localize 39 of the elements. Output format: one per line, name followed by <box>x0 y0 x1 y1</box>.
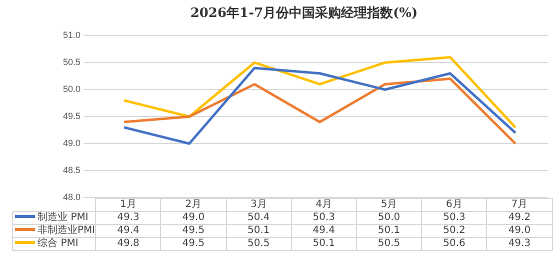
data-label: 50.5 <box>356 237 422 250</box>
data-label: 49.5 <box>160 224 226 238</box>
y-tick-label: 50.0 <box>62 84 81 94</box>
data-label: 50.3 <box>422 211 487 224</box>
chart-title: 2026年1-7月份中国采购经理指数(%) <box>190 5 418 22</box>
data-label: 49.0 <box>160 211 226 224</box>
y-tick-label: 49.0 <box>62 138 81 148</box>
legend-label: 非制造业PMI <box>38 224 96 236</box>
data-label: 50.1 <box>226 224 292 238</box>
y-tick-label: 50.5 <box>62 57 81 68</box>
data-label: 50.2 <box>422 224 487 238</box>
x-tick-label: 2月 <box>160 198 226 212</box>
data-label: 49.0 <box>486 224 552 238</box>
x-tick-label: 7月 <box>486 198 552 212</box>
data-label: 49.5 <box>160 237 226 250</box>
data-label: 49.2 <box>486 211 552 224</box>
data-label: 49.4 <box>96 224 161 238</box>
legend-label: 综合 PMI <box>38 238 78 249</box>
x-tick-label: 1月 <box>96 198 161 212</box>
data-label: 50.5 <box>226 237 292 250</box>
x-tick-label: 3月 <box>226 198 292 212</box>
x-tick-label: 4月 <box>291 198 356 212</box>
y-tick-label: 48.0 <box>62 192 81 202</box>
data-label: 50.6 <box>422 237 487 250</box>
x-tick-label: 6月 <box>422 198 487 212</box>
data-label: 50.1 <box>356 224 422 238</box>
x-tick-label: 5月 <box>356 198 422 212</box>
data-label: 50.0 <box>356 211 422 224</box>
y-tick-label: 48.5 <box>62 165 81 176</box>
legend-label: 制造业 PMI <box>38 212 88 223</box>
data-label: 49.3 <box>486 237 552 250</box>
data-label: 50.3 <box>291 211 356 224</box>
data-label: 49.4 <box>291 224 356 238</box>
y-tick-label: 49.5 <box>62 111 81 122</box>
data-label: 49.8 <box>96 237 161 250</box>
data-label: 49.3 <box>96 211 161 224</box>
y-tick-label: 51.0 <box>62 30 81 40</box>
data-label: 50.4 <box>226 211 292 224</box>
data-label: 50.1 <box>291 237 356 250</box>
